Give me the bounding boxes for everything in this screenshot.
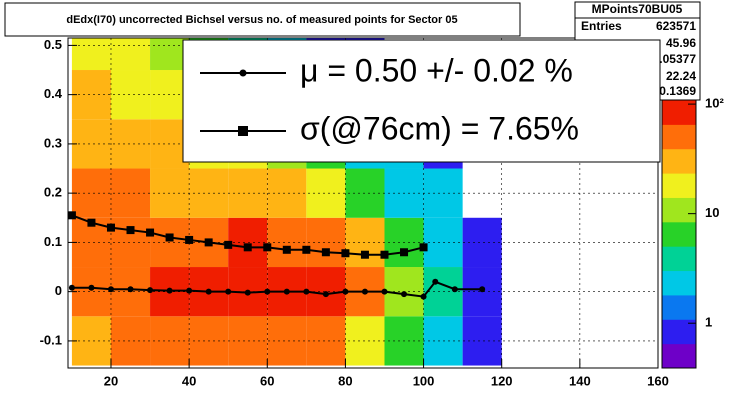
profile-marker	[224, 240, 233, 249]
profile-marker	[106, 223, 115, 232]
legend-frame	[182, 39, 661, 163]
profile-marker	[283, 288, 290, 295]
profile-marker	[302, 245, 311, 254]
heat-cell	[110, 38, 151, 71]
x-tick-label: 40	[182, 373, 196, 388]
legend-label: μ = 0.50 +/- 0.02 %	[300, 52, 573, 88]
profile-line	[71, 280, 483, 298]
profile-marker	[185, 235, 194, 244]
y-tick-label: -0.1	[40, 332, 62, 347]
profile-marker	[401, 291, 408, 298]
profile-marker	[341, 249, 350, 258]
profile-marker	[205, 288, 212, 295]
profile-marker	[479, 286, 486, 293]
color-bar: 1 10 10²	[661, 96, 724, 369]
y-tick-label: 0.4	[44, 86, 63, 101]
chart-title: dEdx(I70) uncorrected Bichsel versus no.…	[66, 14, 457, 26]
heat-cell	[71, 316, 111, 366]
profile-marker	[87, 218, 96, 227]
stats-value: 0.1369	[659, 84, 696, 98]
profile-marker	[400, 248, 409, 257]
stats-value: 45.96	[666, 36, 696, 50]
profile-marker	[146, 228, 155, 237]
color-swatch	[662, 270, 696, 296]
profile-marker	[420, 293, 427, 300]
heat-cell	[71, 267, 111, 317]
profile-marker	[380, 250, 389, 259]
profile-marker	[361, 288, 368, 295]
profile-marker	[67, 211, 76, 220]
z-tick-label: 1	[705, 315, 712, 330]
stats-value: 0.05377	[653, 52, 697, 66]
profile-marker	[126, 226, 135, 235]
x-tick-label: 80	[338, 373, 352, 388]
profile-marker	[282, 245, 291, 254]
profile-marker	[186, 287, 193, 294]
y-tick-label: 0.3	[44, 135, 62, 150]
profile-marker	[360, 250, 369, 259]
profile-marker	[381, 288, 388, 295]
profile-marker	[225, 288, 232, 295]
profiles	[67, 211, 486, 300]
heat-cell	[71, 70, 111, 120]
profile-marker	[264, 288, 271, 295]
legend-marker	[238, 126, 248, 136]
x-tick-label: 160	[647, 373, 669, 388]
profile-marker	[321, 248, 330, 257]
color-swatch	[662, 173, 696, 198]
legend-label: σ(@76cm) = 7.65%	[300, 110, 579, 146]
x-tick-label: 120	[491, 373, 513, 388]
legend-marker	[239, 69, 247, 77]
color-swatch	[662, 294, 696, 320]
profile-marker	[342, 288, 349, 295]
stats-title: MPoints70BU05	[592, 2, 683, 16]
y-tick-label: 0.5	[44, 37, 62, 52]
color-swatch	[662, 246, 696, 272]
profile-marker	[147, 287, 154, 294]
x-tick-label: 60	[260, 373, 274, 388]
z-tick-label: 10²	[705, 96, 724, 111]
profile-marker	[243, 243, 252, 252]
stats-label: Entries	[581, 19, 622, 33]
axes: 20 40 60 80 100 120 140 160 -0.1 0 0.1 0.2 0.3 0.4 0.5	[40, 37, 669, 389]
profile-marker	[322, 291, 329, 298]
profile-marker	[432, 278, 439, 285]
heat-cell	[71, 168, 111, 218]
color-swatch	[662, 148, 696, 174]
z-tick-label: 10	[705, 205, 719, 220]
profile-marker	[165, 233, 174, 242]
x-tick-label: 100	[413, 373, 435, 388]
profile-marker	[166, 287, 173, 294]
profile-marker	[204, 238, 213, 247]
profile-marker	[68, 284, 75, 291]
stats-value: 22.24	[666, 69, 696, 83]
color-swatch	[662, 124, 696, 150]
title-box	[4, 2, 521, 37]
profile-marker	[451, 286, 458, 293]
profile-marker	[107, 286, 114, 293]
color-swatch	[662, 221, 696, 247]
heat-cell	[71, 119, 111, 169]
stats-value: 623571	[656, 19, 696, 33]
profile-marker	[88, 284, 95, 291]
legend: μ = 0.50 +/- 0.02 % σ(@76cm) = 7.65%	[182, 39, 661, 163]
y-tick-label: 0.2	[44, 185, 62, 200]
profile-marker	[419, 243, 428, 252]
profile-marker	[263, 243, 272, 252]
x-tick-label: 140	[569, 373, 591, 388]
y-tick-label: 0	[55, 283, 62, 298]
heat-cell	[71, 38, 111, 71]
y-tick-label: 0.1	[44, 234, 62, 249]
x-tick-label: 20	[104, 373, 118, 388]
color-swatch	[662, 343, 696, 369]
profile-marker	[303, 288, 310, 295]
color-swatch	[662, 197, 696, 223]
profile-marker	[244, 289, 251, 296]
profile-marker	[127, 286, 134, 293]
